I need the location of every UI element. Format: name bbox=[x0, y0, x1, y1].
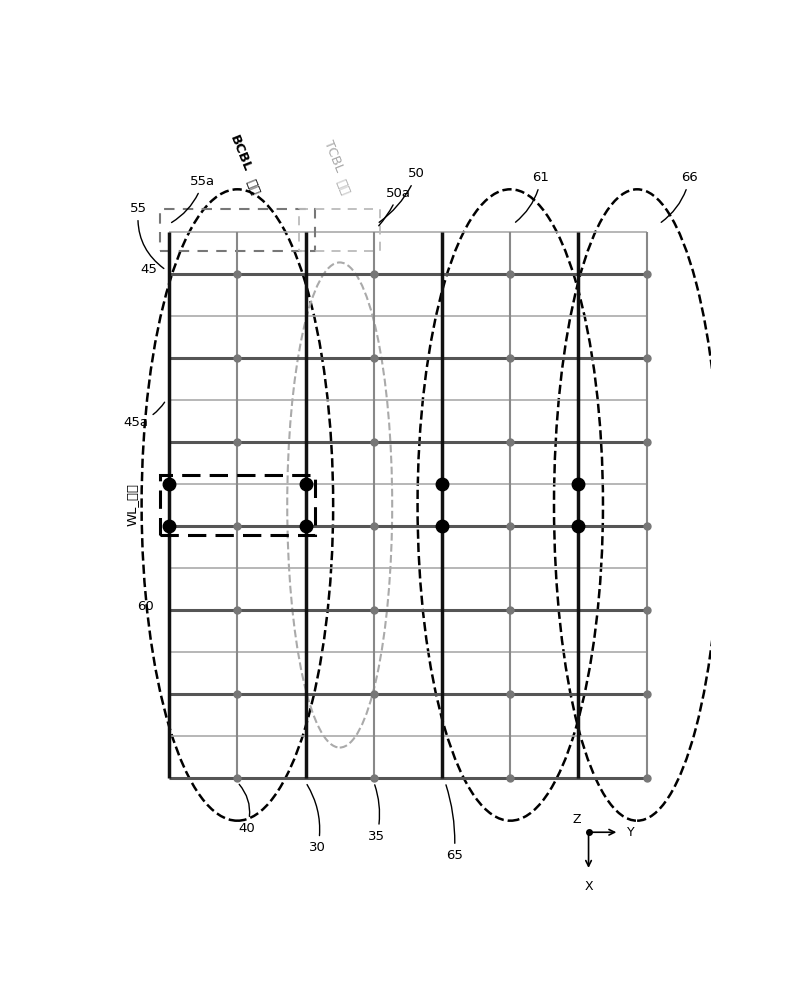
Text: 50a: 50a bbox=[378, 187, 411, 226]
Text: 50: 50 bbox=[379, 167, 425, 222]
Text: 65: 65 bbox=[446, 785, 463, 862]
Text: 45: 45 bbox=[140, 263, 157, 276]
Text: 55: 55 bbox=[130, 202, 164, 269]
Text: TCBL: TCBL bbox=[321, 138, 345, 174]
Text: 30: 30 bbox=[307, 785, 326, 854]
Text: WL_接触: WL_接触 bbox=[126, 484, 139, 526]
Text: 40: 40 bbox=[239, 784, 255, 835]
Text: X: X bbox=[585, 880, 592, 893]
Text: 45a: 45a bbox=[123, 402, 164, 429]
Text: 接触: 接触 bbox=[243, 177, 261, 197]
Text: 55a: 55a bbox=[171, 175, 216, 223]
Text: 接触: 接触 bbox=[333, 177, 352, 197]
Text: 60: 60 bbox=[137, 600, 154, 613]
Text: Z: Z bbox=[573, 813, 581, 826]
Text: 35: 35 bbox=[368, 785, 386, 843]
Text: 66: 66 bbox=[661, 171, 698, 222]
Text: BCBL: BCBL bbox=[228, 133, 254, 174]
Text: Y: Y bbox=[626, 826, 634, 839]
Text: 61: 61 bbox=[516, 171, 549, 222]
